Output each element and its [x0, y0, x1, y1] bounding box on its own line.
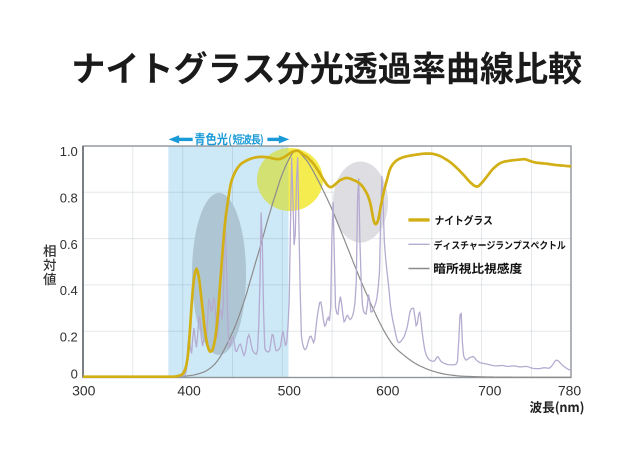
svg-text:400: 400 [177, 382, 201, 398]
svg-text:0.2: 0.2 [60, 329, 78, 344]
svg-text:0.4: 0.4 [60, 283, 78, 298]
svg-text:700: 700 [478, 382, 502, 398]
svg-text:1.0: 1.0 [60, 144, 78, 159]
svg-text:600: 600 [376, 382, 400, 398]
svg-text:300: 300 [72, 382, 96, 398]
svg-text:0.8: 0.8 [60, 191, 78, 206]
svg-text:0.6: 0.6 [60, 237, 78, 252]
svg-text:500: 500 [278, 382, 302, 398]
svg-text:0: 0 [71, 366, 78, 381]
svg-text:780: 780 [558, 382, 582, 398]
